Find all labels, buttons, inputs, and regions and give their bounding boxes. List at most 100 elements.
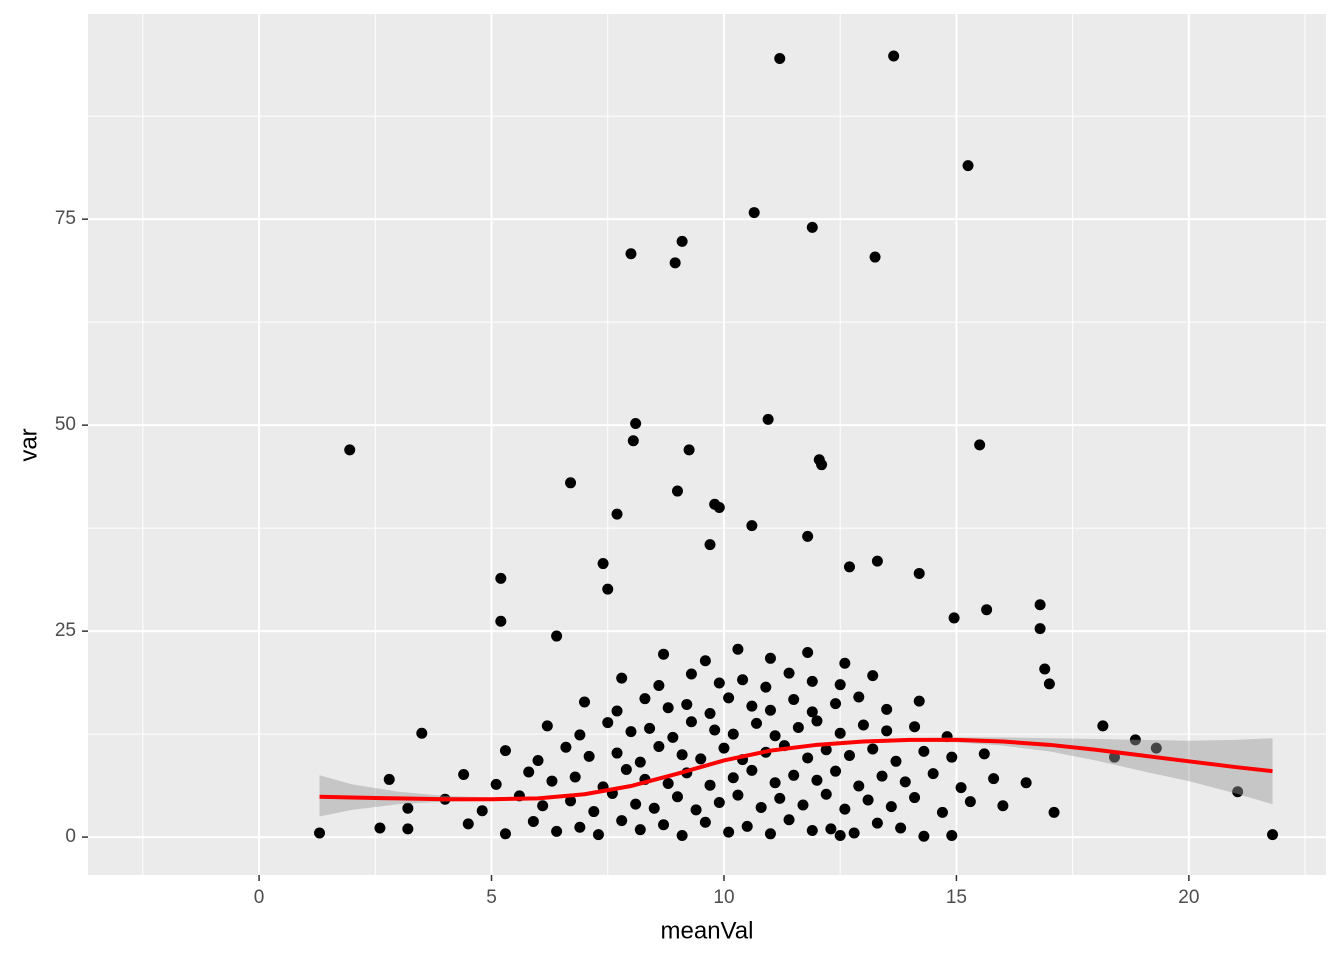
point bbox=[988, 773, 1000, 785]
point bbox=[616, 815, 628, 827]
point bbox=[685, 716, 697, 728]
point bbox=[871, 817, 883, 829]
point bbox=[683, 444, 695, 456]
point bbox=[551, 825, 563, 837]
point bbox=[611, 747, 623, 759]
point bbox=[495, 615, 507, 627]
point bbox=[458, 768, 470, 780]
point bbox=[602, 583, 614, 595]
point bbox=[602, 717, 614, 729]
point bbox=[746, 764, 758, 776]
point bbox=[881, 725, 893, 737]
point bbox=[727, 728, 739, 740]
point bbox=[634, 756, 646, 768]
point bbox=[918, 745, 930, 757]
point bbox=[869, 251, 881, 263]
point bbox=[762, 413, 774, 425]
point bbox=[839, 803, 851, 815]
point bbox=[783, 667, 795, 679]
point bbox=[1232, 786, 1244, 798]
point bbox=[402, 802, 414, 814]
point bbox=[588, 806, 600, 818]
point bbox=[499, 745, 511, 757]
point bbox=[909, 721, 921, 733]
point bbox=[843, 561, 855, 573]
point bbox=[788, 769, 800, 781]
point bbox=[681, 698, 693, 710]
point bbox=[1048, 806, 1060, 818]
point bbox=[616, 672, 628, 684]
point bbox=[374, 822, 386, 834]
point bbox=[541, 720, 553, 732]
point bbox=[830, 765, 842, 777]
point bbox=[462, 818, 474, 830]
point bbox=[867, 743, 879, 755]
smooth-line bbox=[319, 737, 1273, 802]
point bbox=[499, 828, 511, 840]
point bbox=[704, 779, 716, 791]
point bbox=[769, 730, 781, 742]
point bbox=[964, 796, 976, 808]
x-axis-title: meanVal bbox=[661, 917, 754, 944]
point bbox=[899, 776, 911, 788]
point bbox=[723, 692, 735, 704]
point bbox=[699, 816, 711, 828]
x-tick-label: 5 bbox=[486, 887, 497, 908]
point bbox=[853, 691, 865, 703]
point bbox=[962, 160, 974, 172]
point bbox=[662, 778, 674, 790]
point bbox=[806, 675, 818, 687]
point bbox=[634, 824, 646, 836]
point bbox=[1097, 720, 1109, 732]
x-tick-label: 0 bbox=[254, 887, 265, 908]
point bbox=[490, 778, 502, 790]
point bbox=[699, 655, 711, 667]
point bbox=[658, 819, 670, 831]
point bbox=[797, 799, 809, 811]
point bbox=[909, 792, 921, 804]
point bbox=[695, 753, 707, 765]
point bbox=[1039, 663, 1051, 675]
point bbox=[569, 771, 581, 783]
point bbox=[583, 750, 595, 762]
point bbox=[611, 705, 623, 717]
point bbox=[669, 257, 681, 269]
point bbox=[625, 248, 637, 260]
point bbox=[537, 800, 549, 812]
point bbox=[788, 694, 800, 706]
point bbox=[1034, 599, 1046, 611]
point bbox=[825, 823, 837, 835]
point bbox=[713, 796, 725, 808]
point bbox=[709, 724, 721, 736]
point bbox=[653, 679, 665, 691]
point bbox=[685, 668, 697, 680]
point bbox=[802, 752, 814, 764]
point bbox=[1034, 623, 1046, 635]
point bbox=[737, 674, 749, 686]
point bbox=[723, 826, 735, 838]
point bbox=[888, 50, 900, 62]
point bbox=[565, 795, 577, 807]
point bbox=[811, 715, 823, 727]
point bbox=[523, 766, 535, 778]
point bbox=[830, 698, 842, 710]
point bbox=[774, 792, 786, 804]
point bbox=[927, 768, 939, 780]
point bbox=[974, 439, 986, 451]
point bbox=[857, 719, 869, 731]
point bbox=[630, 417, 642, 429]
point bbox=[1129, 734, 1141, 746]
point bbox=[574, 821, 586, 833]
point bbox=[1150, 742, 1162, 754]
point bbox=[560, 741, 572, 753]
point bbox=[751, 717, 763, 729]
point bbox=[871, 555, 883, 567]
point bbox=[948, 612, 960, 624]
point bbox=[546, 775, 558, 787]
point bbox=[611, 508, 623, 520]
point bbox=[890, 755, 902, 767]
point bbox=[579, 696, 591, 708]
point bbox=[895, 822, 907, 834]
